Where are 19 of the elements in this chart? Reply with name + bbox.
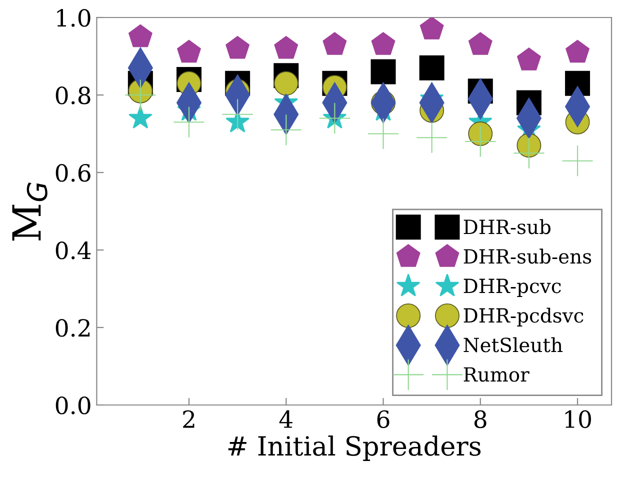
- legend-label: NetSleuth: [464, 337, 562, 352]
- x-tick-label: 2: [183, 410, 194, 428]
- legend-label: DHR-sub: [464, 219, 551, 234]
- y-axis-title: M$_{G}$: [12, 182, 48, 241]
- y-tick-label: 0.0: [56, 396, 90, 414]
- legend-label: DHR-sub-ens: [464, 248, 592, 264]
- legend-label: Rumor: [464, 367, 530, 382]
- y-tick-label: 0.4: [56, 241, 91, 260]
- y-tick-label: 0.8: [56, 86, 90, 104]
- y-tick-label: 0.6: [56, 164, 90, 182]
- y-tick-label: 1.0: [57, 8, 90, 27]
- y-tick-label: 0.2: [56, 318, 90, 337]
- x-tick-label: 4: [279, 410, 292, 428]
- x-tick-label: 10: [565, 410, 591, 428]
- x-tick-label: 8: [474, 410, 486, 428]
- legend-label: DHR-pcvc: [464, 278, 561, 298]
- x-tick-label: 6: [377, 410, 390, 428]
- legend-label: DHR-pcdsvc: [464, 308, 584, 327]
- x-axis-title: # Initial Spreaders: [228, 435, 481, 462]
